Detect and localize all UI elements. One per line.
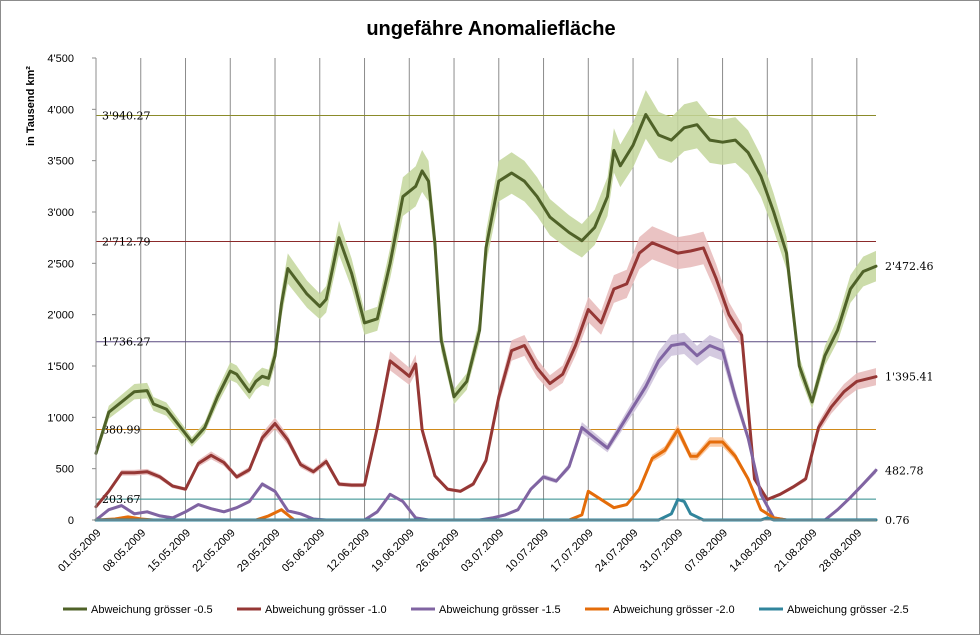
y-tick-label: 4'000	[47, 104, 74, 116]
x-tick-label: 26.06.2009	[414, 527, 461, 574]
series-band	[96, 90, 876, 458]
y-tick-label: 2'500	[47, 258, 74, 270]
y-tick-label: 3'500	[47, 156, 74, 168]
value-labels: 2'472.46 1'395.41 482.78 0.76	[885, 260, 934, 527]
reference-line-label: 1'736.27	[102, 336, 151, 349]
series-line	[94, 113, 878, 455]
y-tick-label: 4'500	[47, 53, 74, 65]
legend-entry: Abweichung grösser -0.5	[91, 604, 213, 616]
end-value-label: 2'472.46	[885, 260, 934, 273]
x-tick-label: 03.07.2009	[459, 527, 506, 574]
series-line	[94, 241, 878, 509]
x-tick-label: 08.05.2009	[101, 527, 148, 574]
legend-entry: Abweichung grösser -1.0	[265, 604, 387, 616]
y-tick-label: 500	[56, 464, 74, 476]
chart-title: ungefähre Anomaliefläche	[366, 18, 615, 40]
axes: 01.05.200908.05.200915.05.200922.05.2009…	[47, 53, 876, 575]
series-line	[94, 341, 878, 522]
y-axis-label: in Tausend km²	[25, 66, 37, 146]
reference-lines: 3'940.27 2'712.79 1'736.27 880.99 203.67	[96, 109, 876, 506]
series-line	[94, 428, 878, 522]
x-tick-label: 01.05.2009	[56, 527, 103, 574]
x-tick-label: 22.05.2009	[190, 527, 237, 574]
series-line	[94, 498, 878, 522]
x-tick-label: 28.08.2009	[817, 527, 864, 574]
x-tick-label: 14.08.2009	[727, 527, 774, 574]
x-tick-label: 15.05.2009	[146, 527, 193, 574]
y-tick-label: 2'000	[47, 310, 74, 322]
reference-line-label: 2'712.79	[102, 235, 151, 248]
end-value-label: 0.76	[885, 514, 910, 527]
legend-entry: Abweichung grösser -2.5	[787, 604, 909, 616]
x-tick-label: 31.07.2009	[638, 527, 685, 574]
x-tick-label: 05.06.2009	[280, 527, 327, 574]
y-tick-label: 0	[68, 515, 74, 527]
legend-entry: Abweichung grösser -2.0	[613, 604, 735, 616]
reference-line-label: 203.67	[102, 493, 141, 506]
end-value-label: 482.78	[885, 464, 924, 477]
x-tick-label: 21.08.2009	[772, 527, 819, 574]
y-tick-label: 3'000	[47, 207, 74, 219]
x-tick-label: 17.07.2009	[548, 527, 595, 574]
x-tick-label: 10.07.2009	[504, 527, 551, 574]
x-tick-label: 29.05.2009	[235, 527, 282, 574]
x-tick-label: 07.08.2009	[683, 527, 730, 574]
x-tick-label: 24.07.2009	[593, 527, 640, 574]
y-tick-label: 1'000	[47, 412, 74, 424]
x-tick-label: 12.06.2009	[325, 527, 372, 574]
end-value-label: 1'395.41	[885, 371, 934, 384]
x-tick-label: 19.06.2009	[369, 527, 416, 574]
series-band	[96, 226, 876, 509]
reference-line-label: 880.99	[102, 424, 141, 437]
reference-line-label: 3'940.27	[102, 109, 151, 122]
legend: Abweichung grösser -0.5 Abweichung grösse…	[63, 604, 909, 616]
legend-entry: Abweichung grösser -1.5	[439, 604, 561, 616]
y-tick-label: 1'500	[47, 361, 74, 373]
